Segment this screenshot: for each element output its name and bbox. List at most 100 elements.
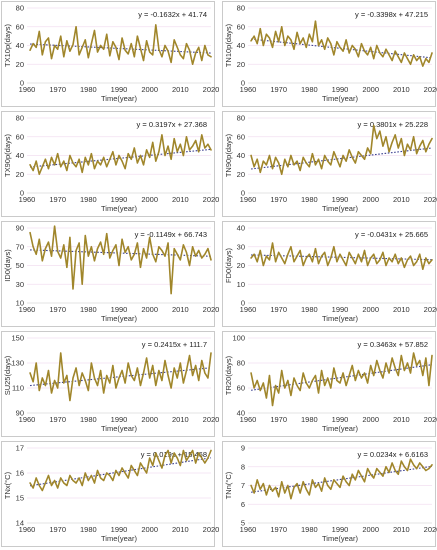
data-point: [38, 30, 40, 33]
x-tick-label: 1960: [19, 305, 36, 314]
data-point: [155, 160, 157, 162]
x-axis-label: Time(year): [322, 94, 358, 103]
x-tick-label: 2000: [141, 525, 158, 534]
data-point: [330, 164, 332, 166]
data-point: [376, 44, 378, 47]
data-point: [133, 469, 135, 472]
data-point: [253, 35, 255, 37]
data-point: [207, 143, 209, 145]
data-point: [100, 241, 102, 243]
data-point: [391, 141, 393, 143]
data-point: [370, 257, 372, 259]
data-point: [130, 158, 132, 160]
chart-panel-fourth-right: 40 60 80 100 1960 1970 1980 1990 2000 2010 2020 Tim…: [222, 331, 437, 437]
y-tick-label: 20: [237, 261, 245, 270]
data-point: [413, 464, 415, 466]
data-point: [250, 484, 252, 487]
data-point: [382, 145, 384, 147]
data-point: [149, 457, 151, 459]
chart-panel-bottom-right: 5 6 7 8 9 1960 1970 1980 1990 2000 2010 2020 Time(ye…: [222, 441, 437, 547]
data-point: [115, 244, 117, 246]
data-point: [170, 61, 172, 63]
data-point: [173, 39, 175, 41]
y-tick-label: 60: [237, 22, 245, 31]
data-point: [35, 477, 37, 479]
data-point: [290, 246, 292, 248]
data-point: [57, 48, 59, 50]
data-point: [354, 162, 356, 164]
data-point: [311, 153, 313, 155]
data-point: [142, 164, 145, 166]
data-point: [38, 173, 40, 175]
data-point: [406, 259, 409, 261]
data-point: [422, 268, 424, 270]
data-point: [425, 257, 427, 259]
data-point: [348, 149, 350, 151]
data-point: [321, 369, 323, 372]
data-point: [195, 462, 197, 464]
data-point: [201, 134, 203, 136]
data-point: [78, 54, 80, 56]
data-point: [265, 33, 267, 35]
data-point: [385, 362, 387, 364]
data-point: [204, 44, 206, 47]
x-tick-label: 2020: [203, 305, 220, 314]
data-point: [152, 464, 154, 467]
data-point: [388, 471, 390, 473]
data-point: [287, 35, 289, 37]
data-point: [109, 474, 111, 477]
data-point: [391, 59, 393, 62]
data-point: [370, 364, 372, 367]
x-tick-label: 2010: [393, 195, 410, 204]
data-point: [311, 479, 313, 481]
data-point: [103, 392, 105, 394]
data-point: [271, 404, 274, 407]
data-point: [84, 234, 86, 237]
data-point: [142, 248, 145, 250]
data-point: [351, 44, 353, 47]
data-point: [121, 369, 123, 372]
x-tick-label: 1970: [270, 195, 287, 204]
data-point: [262, 44, 264, 47]
data-point: [327, 264, 329, 267]
data-point: [370, 46, 372, 48]
data-point: [333, 151, 335, 153]
data-point: [44, 248, 47, 250]
y-tick-label: 130: [11, 359, 24, 368]
y-tick-label: 80: [237, 359, 245, 368]
data-point: [400, 61, 402, 63]
y-tick-label: 40: [237, 41, 245, 50]
data-point: [360, 475, 363, 477]
data-point: [130, 259, 132, 261]
data-point: [262, 483, 264, 485]
data-point: [281, 26, 283, 28]
data-point: [124, 49, 126, 51]
trend-equation: y = 0.2415x + 111.7: [142, 340, 207, 349]
chart-panel-second-left: 0 20 40 60 80 1960 1970 1980 1990 2000 2010 2020 Tim…: [1, 111, 219, 217]
data-point: [164, 44, 166, 47]
data-point: [115, 46, 117, 48]
x-tick-label: 2020: [203, 85, 220, 94]
data-point: [121, 467, 123, 469]
data-point: [146, 40, 148, 42]
data-point: [308, 494, 310, 496]
data-point: [198, 452, 200, 454]
data-point: [357, 56, 359, 58]
data-point: [296, 255, 298, 257]
x-tick-label: 1960: [19, 85, 36, 94]
data-point: [363, 481, 366, 483]
data-point: [155, 261, 157, 263]
data-point: [96, 248, 99, 250]
data-point: [360, 43, 363, 45]
data-point: [382, 475, 384, 477]
data-point: [275, 30, 277, 33]
x-tick-label: 2000: [362, 415, 379, 424]
data-point: [72, 162, 74, 164]
data-point: [47, 37, 50, 39]
data-point: [400, 138, 402, 140]
data-point: [139, 47, 142, 49]
data-point: [376, 138, 378, 140]
x-tick-label: 1980: [80, 415, 97, 424]
data-point: [317, 263, 320, 265]
y-tick-label: 40: [16, 151, 24, 160]
